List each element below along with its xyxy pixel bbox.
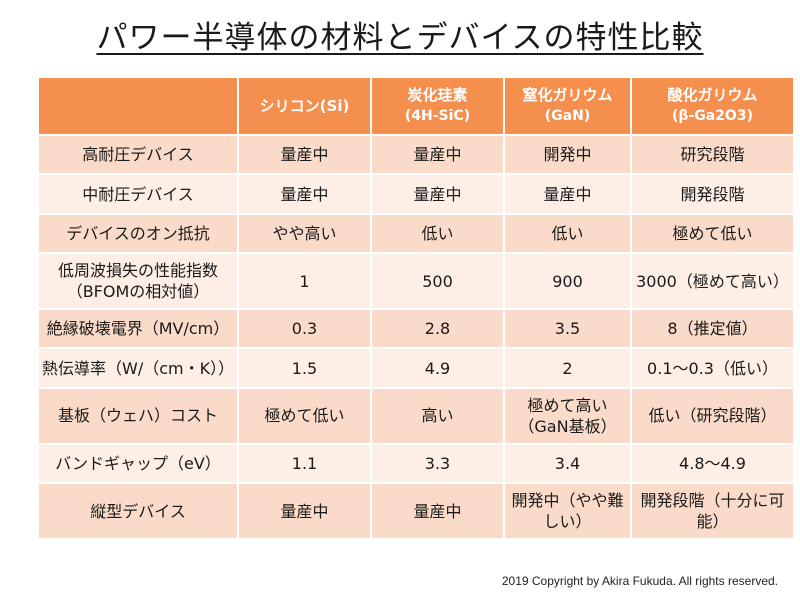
table-row: 中耐圧デバイス 量産中 量産中 量産中 開発段階 — [37, 173, 795, 215]
cell-sic: 量産中 — [370, 173, 505, 215]
table-row: 高耐圧デバイス 量産中 量産中 開発中 研究段階 — [37, 133, 795, 176]
cell-gan: 低い — [503, 212, 632, 255]
row-label: デバイスのオン抵抗 — [37, 212, 239, 255]
row-label: 高耐圧デバイス — [37, 133, 239, 176]
cell-ga2o3: 0.1〜0.3（低い） — [630, 347, 795, 389]
copyright-notice: 2019 Copyright by Akira Fukuda. All righ… — [501, 574, 778, 588]
cell-sic: 4.9 — [370, 347, 505, 389]
header-material-formula: (GaN) — [544, 108, 591, 124]
row-label: 熱伝導率（W/（cm・K）） — [37, 347, 239, 389]
table-row: 絶縁破壊電界（MV/cm） 0.3 2.8 3.5 8（推定値） — [37, 308, 795, 350]
row-label: バンドギャップ（eV） — [37, 442, 239, 485]
header-material-name: シリコン(Si) — [259, 96, 350, 115]
header-cell-sic: 炭化珪素 (4H-SiC) — [370, 76, 505, 136]
header-cell-si: シリコン(Si) — [237, 76, 372, 136]
table-row: 基板（ウェハ）コスト 極めて低い 高い 極めて高い（GaN基板） 低い（研究段階… — [37, 386, 795, 445]
cell-si: 1.1 — [237, 442, 372, 485]
header-material-formula: (4H-SiC) — [404, 108, 471, 124]
header-material-formula: (β-Ga2O3) — [672, 108, 753, 124]
cell-ga2o3: 開発段階 — [630, 173, 795, 215]
cell-si: 量産中 — [237, 173, 372, 215]
page-title: パワー半導体の材料とデバイスの特性比較 — [0, 18, 800, 58]
cell-sic: 3.3 — [370, 442, 505, 485]
cell-ga2o3: 3000（極めて高い） — [630, 252, 795, 311]
cell-gan: 開発中 — [503, 133, 632, 176]
header-cell-ga2o3: 酸化ガリウム (β-Ga2O3) — [630, 76, 795, 136]
cell-gan: 3.5 — [503, 308, 632, 350]
header-cell-gan: 窒化ガリウム (GaN) — [503, 76, 632, 136]
cell-sic: 低い — [370, 212, 505, 255]
header-row: シリコン(Si) 炭化珪素 (4H-SiC) 窒化ガリウム (GaN) 酸化ガリウム… — [37, 76, 795, 136]
cell-ga2o3: 開発段階（十分に可能） — [630, 482, 795, 540]
cell-si: 1 — [237, 252, 372, 311]
cell-si: 量産中 — [237, 482, 372, 540]
row-label: 縦型デバイス — [37, 482, 239, 540]
cell-ga2o3: 低い（研究段階） — [630, 386, 795, 445]
table-row: デバイスのオン抵抗 やや高い 低い 低い 極めて低い — [37, 212, 795, 255]
cell-gan: 2 — [503, 347, 632, 389]
table-row: 低周波損失の性能指数（BFOMの相対値） 1 500 900 3000（極めて高… — [37, 252, 795, 311]
cell-gan: 開発中（やや難しい） — [503, 482, 632, 540]
cell-ga2o3: 4.8〜4.9 — [630, 442, 795, 485]
cell-sic: 量産中 — [370, 482, 505, 540]
table-row: バンドギャップ（eV） 1.1 3.3 3.4 4.8〜4.9 — [37, 442, 795, 485]
cell-gan: 3.4 — [503, 442, 632, 485]
cell-ga2o3: 8（推定値） — [630, 308, 795, 350]
cell-ga2o3: 極めて低い — [630, 212, 795, 255]
table-row: 縦型デバイス 量産中 量産中 開発中（やや難しい） 開発段階（十分に可能） — [37, 482, 795, 540]
cell-gan: 量産中 — [503, 173, 632, 215]
table-row: 熱伝導率（W/（cm・K）） 1.5 4.9 2 0.1〜0.3（低い） — [37, 347, 795, 389]
title-text: パワー半導体の材料とデバイスの特性比較 — [96, 20, 704, 56]
header-corner-cell — [37, 76, 239, 136]
row-label: 中耐圧デバイス — [37, 173, 239, 215]
comparison-table: シリコン(Si) 炭化珪素 (4H-SiC) 窒化ガリウム (GaN) 酸化ガリウム… — [37, 76, 795, 540]
row-label: 絶縁破壊電界（MV/cm） — [37, 308, 239, 350]
cell-si: 0.3 — [237, 308, 372, 350]
header-material-name: 窒化ガリウム — [522, 86, 613, 104]
cell-si: 1.5 — [237, 347, 372, 389]
cell-gan: 900 — [503, 252, 632, 311]
cell-sic: 高い — [370, 386, 505, 445]
row-label: 低周波損失の性能指数（BFOMの相対値） — [37, 252, 239, 311]
cell-si: 量産中 — [237, 133, 372, 176]
cell-sic: 2.8 — [370, 308, 505, 350]
cell-si: やや高い — [237, 212, 372, 255]
cell-sic: 500 — [370, 252, 505, 311]
header-material-name: 酸化ガリウム — [667, 86, 758, 104]
row-label: 基板（ウェハ）コスト — [37, 386, 239, 445]
cell-si: 極めて低い — [237, 386, 372, 445]
cell-ga2o3: 研究段階 — [630, 133, 795, 176]
cell-sic: 量産中 — [370, 133, 505, 176]
header-material-name: 炭化珪素 — [407, 86, 468, 104]
cell-gan: 極めて高い（GaN基板） — [503, 386, 632, 445]
